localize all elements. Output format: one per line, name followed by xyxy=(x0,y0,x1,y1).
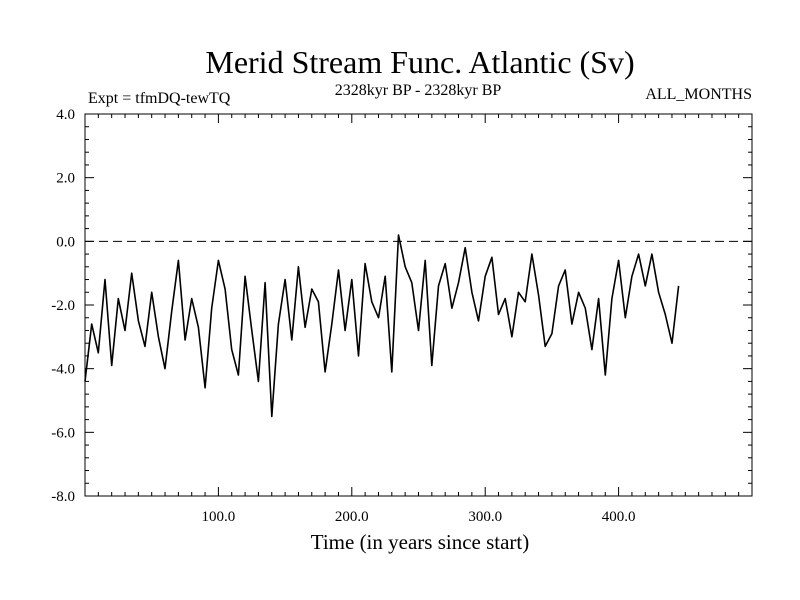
x-tick-label: 100.0 xyxy=(202,509,236,525)
months-label: ALL_MONTHS xyxy=(645,86,752,103)
x-axis-label: Time (in years since start) xyxy=(311,530,530,554)
plot-frame xyxy=(84,113,753,497)
plot-area: 100.0 200.0 300.0 400.0 -8.0 -6.0 -4.0 -2.0 0.0 2… xyxy=(51,107,753,525)
y-tick-label: -8.0 xyxy=(51,489,75,505)
y-tick-label: -2.0 xyxy=(51,298,75,314)
x-tick-label: 300.0 xyxy=(468,509,502,525)
y-tick-label: 2.0 xyxy=(56,171,75,187)
x-tick-label: 200.0 xyxy=(335,509,369,525)
y-tick-label: -6.0 xyxy=(51,425,75,441)
y-tick-label: 0.0 xyxy=(56,234,75,250)
y-tick-label: 4.0 xyxy=(56,107,75,123)
x-tick-label: 400.0 xyxy=(602,509,636,525)
experiment-label: Expt = tfmDQ-tewTQ xyxy=(88,90,231,107)
chart-title: Merid Stream Func. Atlantic (Sv) xyxy=(205,44,634,80)
time-range-label: 2328kyr BP - 2328kyr BP xyxy=(335,82,502,99)
y-tick-label: -4.0 xyxy=(51,362,75,378)
data-series-line xyxy=(84,234,680,418)
